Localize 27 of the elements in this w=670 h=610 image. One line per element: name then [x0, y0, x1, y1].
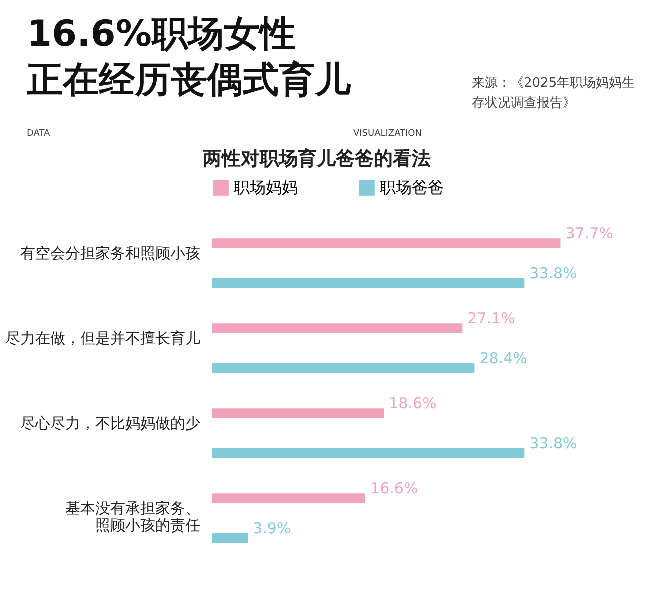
- y-tick-label: 尽力在做，但是并不擅长育儿: [6, 330, 200, 348]
- legend-label: 职场妈妈: [234, 178, 298, 197]
- chart-title: 16.6%职场女性正在经历丧偶式育儿: [27, 14, 352, 101]
- bar: [212, 324, 463, 334]
- bar: [212, 238, 561, 249]
- text: DATA: [27, 129, 52, 139]
- y-tick-label: 有空会分担家务和照顾小孩: [20, 244, 200, 262]
- data-label: 33.8%: [530, 264, 578, 282]
- source-note: 来源：《2025年职场妈妈生存状况调查报告》: [472, 76, 636, 111]
- chart-subtitle: 两性对职场育儿爸爸的看法: [202, 148, 431, 170]
- y-tick-label: 尽心尽力，不比妈妈做的少: [20, 414, 200, 432]
- data-label: 16.6%: [370, 480, 418, 498]
- bar: [212, 533, 248, 544]
- legend-label: 职场爸爸: [380, 178, 444, 197]
- data-label: 3.9%: [253, 519, 292, 538]
- bar: [212, 448, 525, 458]
- data-label: 37.7%: [566, 224, 614, 243]
- data-label: 18.6%: [389, 394, 437, 413]
- text: VISUALIZATION: [353, 129, 422, 139]
- bar: [212, 363, 475, 374]
- data-label: 33.8%: [530, 434, 578, 452]
- data-label: 28.4%: [480, 349, 528, 368]
- bar: [212, 278, 525, 288]
- data-label: 27.1%: [468, 310, 516, 328]
- y-tick-label: 基本没有承担家务、照顾小孩的责任: [66, 500, 200, 534]
- bar: [212, 408, 384, 419]
- bar: [212, 494, 366, 504]
